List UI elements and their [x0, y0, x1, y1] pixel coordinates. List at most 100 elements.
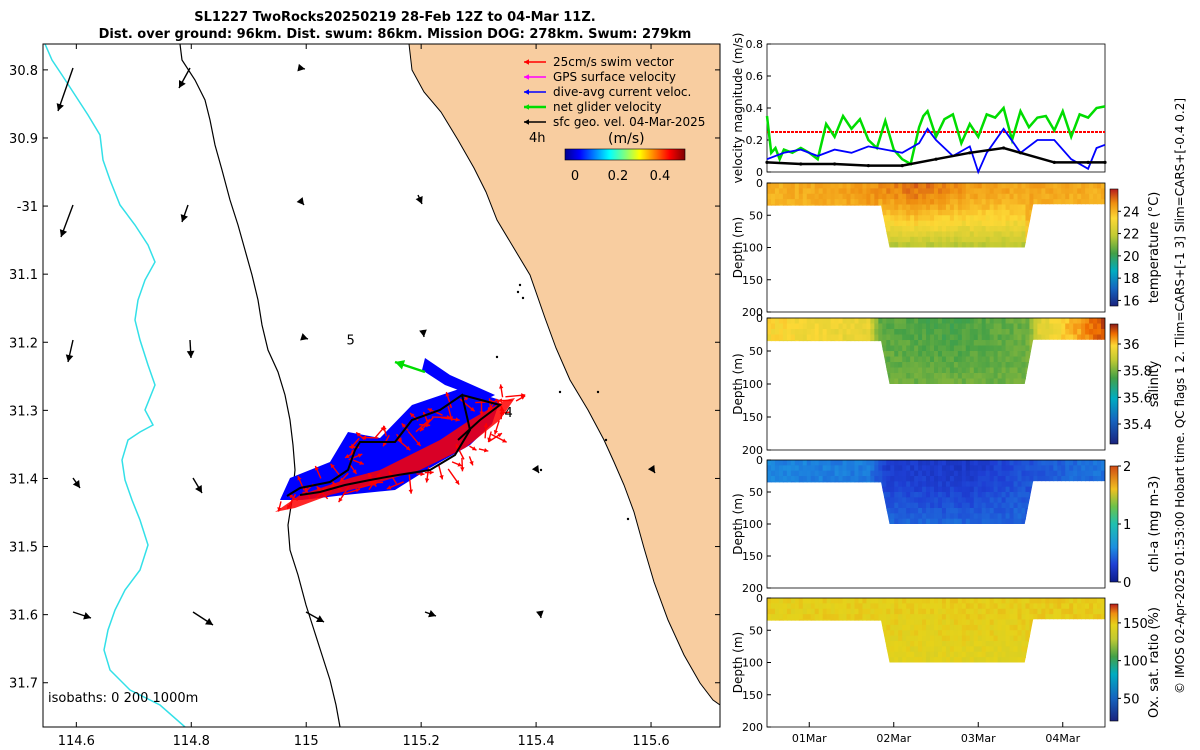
section-cell [774, 226, 780, 233]
section-cell [934, 641, 939, 648]
section-cell [1093, 378, 1098, 384]
section-cell [973, 318, 979, 325]
section-cell [1065, 486, 1071, 493]
section-cell [989, 236, 995, 243]
section-cell [934, 362, 939, 369]
legend-colorbar [564, 148, 686, 161]
section-cell [989, 635, 995, 642]
section-cell [886, 329, 892, 336]
section-cell [945, 603, 951, 610]
section-cell [1069, 236, 1074, 243]
section-cell [1093, 635, 1098, 642]
section-data [767, 460, 1105, 524]
section-cell [1097, 603, 1102, 610]
section-cell [794, 220, 800, 227]
section-cell [918, 318, 923, 325]
section-cell [969, 215, 975, 222]
section-cell [790, 508, 796, 515]
section-cell [985, 476, 991, 483]
section-cell [1029, 614, 1035, 621]
section-cell [949, 608, 955, 615]
section-cell [822, 183, 828, 190]
section-cell [1061, 378, 1067, 384]
section-cell [774, 630, 780, 637]
section-cell [1065, 356, 1071, 363]
section-cell [918, 635, 923, 642]
section-cell [866, 641, 872, 648]
section-cell [1017, 657, 1023, 663]
section-cell [941, 351, 947, 358]
section-cell [774, 183, 780, 190]
section-cell [1101, 603, 1105, 610]
section-cell [910, 481, 915, 488]
section-cell [1069, 188, 1074, 195]
legend-arrow-dive_avg [524, 89, 546, 95]
section-cell [846, 460, 852, 467]
section-cell [937, 651, 943, 658]
section-cell [914, 220, 919, 227]
section-cell [866, 334, 872, 341]
section-cell [798, 199, 804, 206]
section-cell [1085, 215, 1090, 222]
section-cell [834, 657, 840, 663]
section-cell [850, 646, 856, 653]
section-cell [981, 486, 987, 493]
section-cell [993, 460, 999, 467]
section-cell [1009, 242, 1015, 248]
section-cell [838, 215, 844, 222]
section-cell [961, 193, 967, 200]
section-cell [858, 476, 864, 483]
section-cell [989, 492, 995, 499]
section-cell [902, 220, 907, 227]
section-cell [834, 460, 840, 467]
legend-colorbar-tick: 0.2 [608, 169, 629, 184]
section-cell [941, 340, 947, 347]
section-cell [874, 362, 880, 369]
section-cell [790, 231, 796, 238]
section-cell [786, 646, 792, 653]
section-cell [953, 465, 959, 472]
section-cell [985, 657, 991, 663]
section-cell [818, 608, 824, 615]
section-cell [926, 318, 931, 325]
section-cell [858, 345, 864, 352]
section-cell [997, 502, 1003, 509]
section-cell [969, 356, 975, 363]
colorbar [1109, 603, 1119, 722]
section-cell [870, 635, 876, 642]
section-cell [770, 193, 776, 200]
section-cell [937, 502, 943, 509]
section-data [767, 183, 1105, 248]
section-cell [1041, 470, 1047, 477]
section-cell [1089, 651, 1094, 658]
section-cell [1001, 651, 1007, 658]
section-cell [969, 367, 975, 374]
section-cell [1025, 624, 1031, 632]
section-cell [894, 340, 900, 347]
section-cell [838, 465, 844, 472]
section-cell [914, 334, 919, 341]
section-cell [898, 329, 903, 336]
section-cell [826, 492, 832, 499]
section-cell [767, 598, 772, 605]
section-cell [1037, 518, 1043, 524]
section-cell [1021, 367, 1027, 374]
section-cell [778, 651, 784, 658]
section-cell [846, 362, 852, 369]
section-cell [1033, 513, 1039, 520]
section-cell [969, 231, 975, 238]
section-cell [922, 209, 927, 217]
section-cell [1077, 646, 1082, 653]
section-cell [953, 199, 959, 206]
section-cell [1057, 188, 1063, 195]
section-cell [858, 373, 864, 380]
section-cell [1097, 204, 1102, 211]
section-cell [937, 373, 943, 380]
section-cell [910, 635, 915, 642]
section-cell [1005, 334, 1011, 341]
section-cell [1077, 183, 1082, 190]
section-cell [1041, 323, 1047, 330]
section-cell [1093, 215, 1098, 222]
section-cell [949, 193, 955, 200]
